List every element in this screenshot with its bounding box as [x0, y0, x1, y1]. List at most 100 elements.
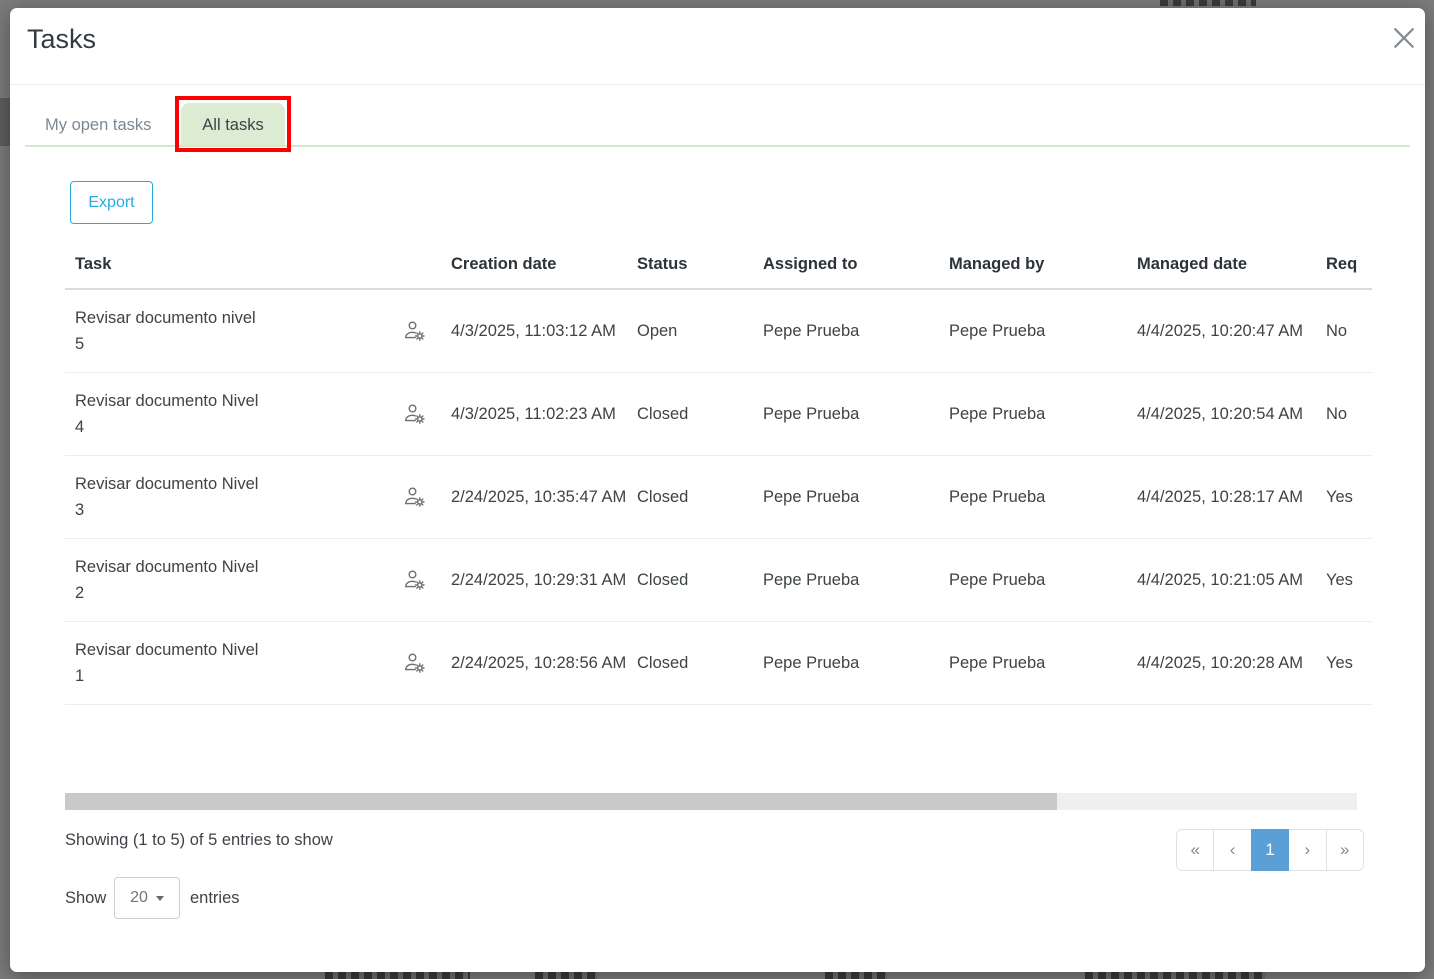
- required-cell: Yes: [1326, 570, 1353, 589]
- column-header-managed-by[interactable]: Managed by: [949, 254, 1045, 273]
- entries-label: entries: [190, 888, 240, 907]
- creation-date-cell: 2/24/2025, 10:29:31 AM: [441, 567, 627, 593]
- background-page-artifact: [1085, 972, 1265, 979]
- creation-date: 4/3/2025, 11:03:12 AM: [451, 322, 616, 340]
- task-name: Revisar documento Nivel 1: [75, 641, 259, 685]
- managed-date-cell: 4/4/2025, 10:21:05 AM: [1127, 567, 1316, 593]
- task-name: Revisar documento Nivel 2: [75, 558, 259, 602]
- tasks-table: Task Creation date Status Assigned to Ma…: [65, 240, 1372, 705]
- table-row: Revisar documento nivel 5 4/3/2025, 1: [65, 290, 1372, 373]
- page-next-button[interactable]: ›: [1288, 829, 1327, 871]
- column-header-managed-date[interactable]: Managed date: [1137, 254, 1248, 273]
- table-row: Revisar documento Nivel 4 4/3/2025, 1: [65, 373, 1372, 456]
- creation-date: 2/24/2025, 10:35:47 AM: [451, 488, 627, 506]
- pagination: « ‹ 1 › »: [1176, 829, 1364, 871]
- assigned-to-cell: Pepe Prueba: [763, 487, 860, 506]
- column-header-creation-date[interactable]: Creation date: [451, 254, 557, 273]
- status-cell: Closed: [637, 487, 689, 506]
- assigned-to-cell: Pepe Prueba: [763, 653, 860, 672]
- task-name: Revisar documento nivel 5: [75, 309, 256, 353]
- required-cell: No: [1326, 404, 1348, 423]
- managed-by-cell: Pepe Prueba: [949, 653, 1046, 672]
- page-size-select[interactable]: 20: [114, 877, 180, 919]
- managed-date-cell: 4/4/2025, 10:20:47 AM: [1127, 318, 1316, 344]
- managed-date: 4/4/2025, 10:21:05 AM: [1137, 571, 1304, 589]
- assigned-to-cell: Pepe Prueba: [763, 321, 860, 340]
- column-header-required[interactable]: Req: [1326, 254, 1358, 273]
- user-gear-icon: [403, 487, 427, 512]
- required-cell: Yes: [1326, 487, 1353, 506]
- user-gear-icon: [403, 570, 427, 595]
- managed-by-cell: Pepe Prueba: [949, 404, 1046, 423]
- creation-date-cell: 4/3/2025, 11:03:12 AM: [441, 318, 627, 344]
- required-cell: No: [1326, 321, 1348, 340]
- column-header-task[interactable]: Task: [75, 254, 112, 273]
- status-cell: Open: [637, 321, 678, 340]
- status-cell: Closed: [637, 404, 689, 423]
- creation-date-cell: 2/24/2025, 10:35:47 AM: [441, 484, 627, 510]
- managed-date-cell: 4/4/2025, 10:20:54 AM: [1127, 401, 1316, 427]
- creation-date-cell: 2/24/2025, 10:28:56 AM: [441, 650, 627, 676]
- tab-all-tasks[interactable]: All tasks: [181, 103, 285, 147]
- horizontal-scrollbar-thumb[interactable]: [65, 793, 1057, 810]
- task-name: Revisar documento Nivel 4: [75, 392, 259, 436]
- managed-date: 4/4/2025, 10:20:28 AM: [1137, 654, 1304, 672]
- column-header-assigned-to[interactable]: Assigned to: [763, 254, 858, 273]
- close-button[interactable]: [1382, 16, 1426, 60]
- table-row: Revisar documento Nivel 2 2/24/2025,: [65, 539, 1372, 622]
- creation-date: 2/24/2025, 10:29:31 AM: [451, 571, 627, 589]
- task-cell: Revisar documento Nivel 4: [65, 388, 441, 440]
- assigned-to-cell: Pepe Prueba: [763, 404, 860, 423]
- background-page-artifact: [825, 972, 887, 979]
- modal-title: Tasks: [27, 24, 97, 54]
- page-1-button[interactable]: 1: [1250, 829, 1290, 871]
- managed-by-cell: Pepe Prueba: [949, 570, 1046, 589]
- showing-entries-text: Showing (1 to 5) of 5 entries to show: [65, 831, 333, 849]
- horizontal-scrollbar[interactable]: [65, 793, 1357, 810]
- background-page-artifact: [325, 972, 470, 979]
- user-gear-icon: [403, 404, 427, 429]
- managed-date-cell: 4/4/2025, 10:20:28 AM: [1127, 650, 1316, 676]
- managed-date: 4/4/2025, 10:20:47 AM: [1137, 322, 1304, 340]
- manage-user-button[interactable]: [403, 485, 427, 509]
- status-cell: Closed: [637, 570, 689, 589]
- status-cell: Closed: [637, 653, 689, 672]
- user-gear-icon: [403, 653, 427, 678]
- assigned-to-cell: Pepe Prueba: [763, 570, 860, 589]
- task-cell: Revisar documento Nivel 2: [65, 554, 441, 606]
- caret-down-icon: [155, 895, 164, 901]
- tab-underline: [25, 145, 1410, 147]
- user-gear-icon: [403, 321, 427, 346]
- background-page-artifact: [535, 972, 597, 979]
- task-cell: Revisar documento nivel 5: [65, 305, 441, 357]
- required-cell: Yes: [1326, 653, 1353, 672]
- background-page-artifact: [1160, 0, 1256, 6]
- creation-date: 2/24/2025, 10:28:56 AM: [451, 654, 627, 672]
- manage-user-button[interactable]: [403, 568, 427, 592]
- table-row: Revisar documento Nivel 1 2/24/2025,: [65, 622, 1372, 705]
- table-header-row: Task Creation date Status Assigned to Ma…: [65, 240, 1372, 290]
- background-page-artifact: [0, 98, 10, 146]
- managed-by-cell: Pepe Prueba: [949, 487, 1046, 506]
- manage-user-button[interactable]: [403, 651, 427, 675]
- task-cell: Revisar documento Nivel 3: [65, 471, 441, 523]
- page-first-button[interactable]: «: [1176, 829, 1215, 871]
- column-header-status[interactable]: Status: [637, 254, 688, 273]
- manage-user-button[interactable]: [403, 319, 427, 343]
- header-divider: [10, 84, 1425, 85]
- manage-user-button[interactable]: [403, 402, 427, 426]
- managed-date-cell: 4/4/2025, 10:28:17 AM: [1127, 484, 1316, 510]
- task-name: Revisar documento Nivel 3: [75, 475, 259, 519]
- show-label: Show: [65, 888, 107, 907]
- tab-my-open-tasks[interactable]: My open tasks: [45, 103, 151, 147]
- page-last-button[interactable]: »: [1325, 829, 1364, 871]
- page-size-value: 20: [130, 889, 148, 906]
- close-icon: [1389, 23, 1419, 53]
- managed-by-cell: Pepe Prueba: [949, 321, 1046, 340]
- tasks-modal: Tasks My open tasks All tasks Export Tas…: [10, 8, 1425, 972]
- export-button[interactable]: Export: [70, 181, 153, 224]
- creation-date: 4/3/2025, 11:02:23 AM: [451, 405, 616, 423]
- creation-date-cell: 4/3/2025, 11:02:23 AM: [441, 401, 627, 427]
- page-prev-button[interactable]: ‹: [1213, 829, 1252, 871]
